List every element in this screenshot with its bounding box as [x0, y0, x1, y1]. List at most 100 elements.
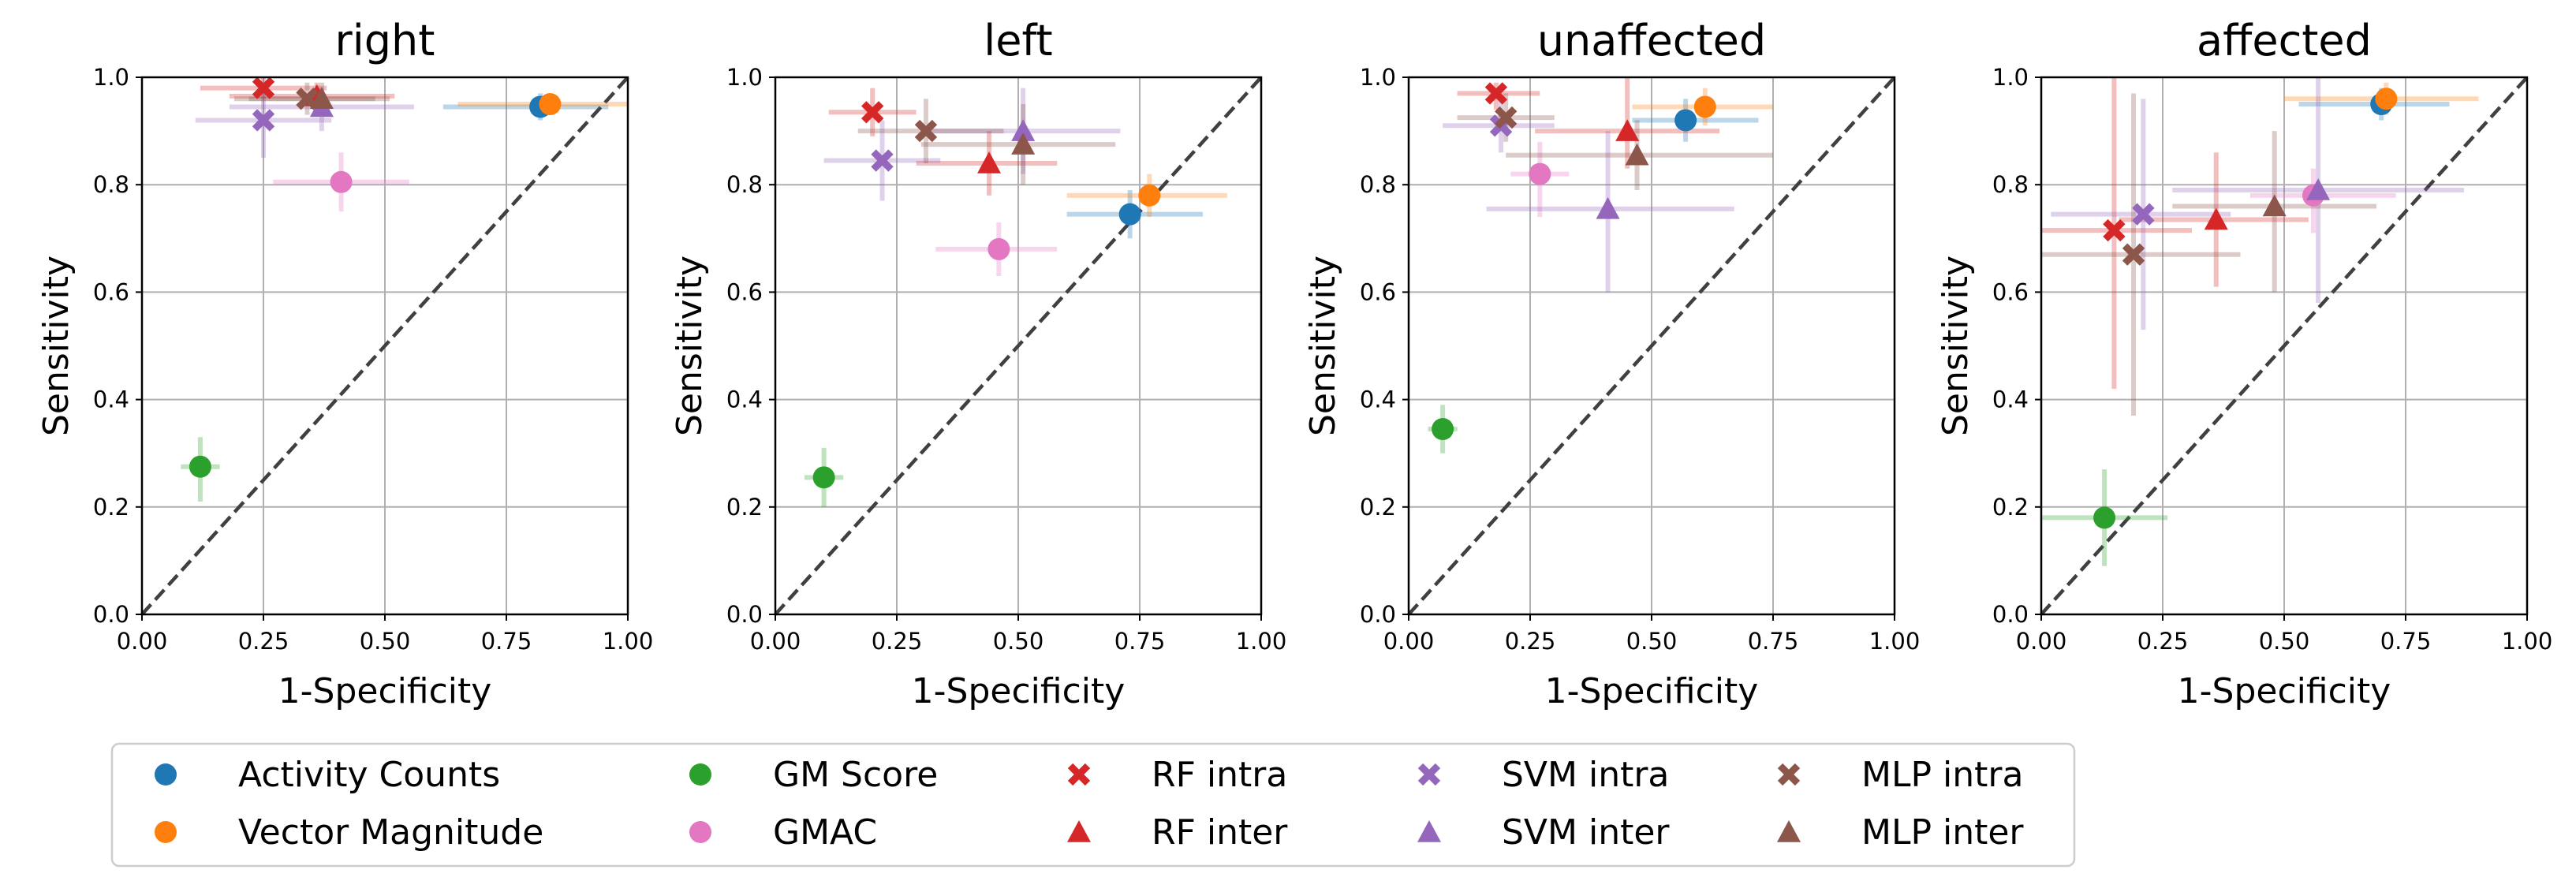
y-tick-label: 0.6	[726, 278, 763, 305]
rf-inter-point	[2204, 207, 2228, 230]
legend-label: Vector Magnitude	[238, 812, 543, 853]
y-tick-label: 0.4	[93, 386, 129, 413]
x-axis-label: 1-Specificity	[1545, 671, 1759, 711]
panel-affected: 0.00 0.25 0.50 0.75 1.00 0.0 0.2 0.4 0.6 0.8 1.0 af…	[1936, 16, 2552, 711]
y-tick-label: 1.0	[1360, 64, 1396, 91]
legend-label: Activity Counts	[238, 755, 500, 795]
points	[2093, 88, 2398, 529]
x-tick-label: 0.00	[750, 628, 801, 655]
x-tick-label: 0.00	[2016, 628, 2067, 655]
y-tick-label: 0.2	[1360, 494, 1396, 521]
x-tick-label: 0.00	[117, 628, 168, 655]
legend-rf-intra-marker	[1067, 763, 1091, 786]
vector-magnitude-point	[2375, 88, 2398, 110]
y-axis-label: Sensitivity	[1936, 256, 1976, 436]
legend-item-mlp-intra: MLP intra	[1777, 755, 2023, 795]
x-axis-label: 1-Specificity	[912, 671, 1126, 711]
y-tick-label: 0.8	[1360, 171, 1396, 198]
y-tick-label: 1.0	[1992, 64, 2029, 91]
y-tick-label: 0.2	[1992, 494, 2029, 521]
legend-item-gm-score: GM Score	[689, 755, 938, 795]
chance-diagonal-line	[140, 76, 629, 616]
legend-label: GMAC	[773, 812, 877, 853]
y-tick-label: 0.0	[1360, 601, 1396, 628]
legend-label: SVM intra	[1502, 755, 1669, 795]
panels: 0.00 0.25 0.50 0.75 1.00 0.0 0.2 0.4 0.6 0.8 1.0 ri…	[36, 16, 2552, 711]
mlp-inter-point	[1625, 143, 1649, 166]
legend-gm-score-marker	[689, 763, 711, 786]
panel-title: affected	[2197, 16, 2372, 65]
y-tick-label: 0.4	[726, 386, 763, 413]
gm-score-point	[189, 455, 211, 478]
x-tick-label: 0.25	[238, 628, 289, 655]
panel-title: right	[335, 16, 435, 65]
y-tick-label: 0.8	[726, 171, 763, 198]
y-tick-label: 0.0	[93, 601, 129, 628]
y-tick-label: 1.0	[93, 64, 129, 91]
x-tick-label: 0.75	[2380, 628, 2432, 655]
x-tick-label: 0.00	[1383, 628, 1435, 655]
x-tick-label: 0.75	[481, 628, 532, 655]
legend-item-vector-magnitude: Vector Magnitude	[155, 812, 543, 853]
y-tick-label: 0.8	[1992, 171, 2029, 198]
legend-label: RF inter	[1152, 812, 1288, 853]
x-tick-label: 1.00	[2502, 628, 2553, 655]
gm-score-point	[2093, 506, 2116, 529]
chance-diagonal-line	[2040, 76, 2529, 616]
svm-inter-point	[2306, 178, 2331, 200]
points	[812, 101, 1161, 489]
svm-intra-point	[2132, 203, 2155, 226]
mlp-inter-point	[309, 87, 334, 109]
legend-mlp-inter-marker	[1777, 820, 1801, 842]
gmac-point	[330, 170, 353, 193]
mlp-intra-point	[2122, 243, 2145, 266]
activity-counts-point	[1674, 109, 1697, 132]
gm-score-point	[812, 466, 835, 489]
legend-item-mlp-inter: MLP inter	[1777, 812, 2024, 853]
legend-frame	[110, 742, 2076, 868]
panel-left: 0.00 0.25 0.50 0.75 1.00 0.0 0.2 0.4 0.6 0.8 1.0 le…	[670, 16, 1286, 711]
legend-label: SVM inter	[1502, 812, 1670, 853]
panel-title: unaffected	[1537, 16, 1766, 65]
legend-vector-magnitude-marker	[155, 821, 177, 843]
legend-item-activity-counts: Activity Counts	[155, 755, 500, 795]
x-tick-label: 0.25	[2137, 628, 2189, 655]
legend-item-svm-inter: SVM inter	[1417, 812, 1670, 853]
legend-rf-inter-marker	[1067, 820, 1091, 842]
y-tick-label: 0.2	[726, 494, 763, 521]
x-tick-label: 0.25	[1505, 628, 1556, 655]
legend: Activity Counts Vector Magnitude GM Score G…	[110, 742, 2076, 868]
legend-label: MLP intra	[1861, 755, 2023, 795]
svm-inter-point	[1596, 196, 1620, 219]
mlp-inter-point	[1011, 132, 1036, 155]
points	[189, 77, 562, 478]
x-tick-label: 0.50	[1626, 628, 1678, 655]
legend-label: RF intra	[1152, 755, 1287, 795]
rf-intra-point	[2103, 218, 2126, 242]
legend-label: MLP inter	[1861, 812, 2024, 853]
x-tick-label: 0.50	[360, 628, 411, 655]
gmac-point	[1529, 162, 1551, 185]
rf-inter-point	[977, 151, 1002, 174]
rf-intra-point	[1484, 82, 1508, 105]
svm-intra-point	[252, 109, 275, 132]
x-tick-label: 0.50	[2259, 628, 2310, 655]
y-tick-label: 1.0	[726, 64, 763, 91]
points	[1432, 82, 1716, 441]
legend-activity-counts-marker	[155, 763, 177, 786]
y-tick-label: 0.6	[1992, 278, 2029, 305]
legend-label: GM Score	[773, 755, 938, 795]
legend-item-svm-intra: SVM intra	[1417, 755, 1669, 795]
y-tick-label: 0.4	[1360, 386, 1396, 413]
panel-right: 0.00 0.25 0.50 0.75 1.00 0.0 0.2 0.4 0.6 0.8 1.0 ri…	[36, 16, 653, 711]
mlp-intra-point	[914, 119, 938, 143]
legend-item-rf-inter: RF inter	[1067, 812, 1288, 853]
x-tick-label: 0.75	[1114, 628, 1166, 655]
x-tick-label: 1.00	[1236, 628, 1287, 655]
legend-svm-inter-marker	[1417, 820, 1441, 842]
rf-inter-point	[1615, 119, 1640, 141]
panel-title: left	[984, 16, 1052, 65]
x-tick-label: 0.75	[1748, 628, 1799, 655]
y-axis-label: Sensitivity	[36, 256, 77, 436]
